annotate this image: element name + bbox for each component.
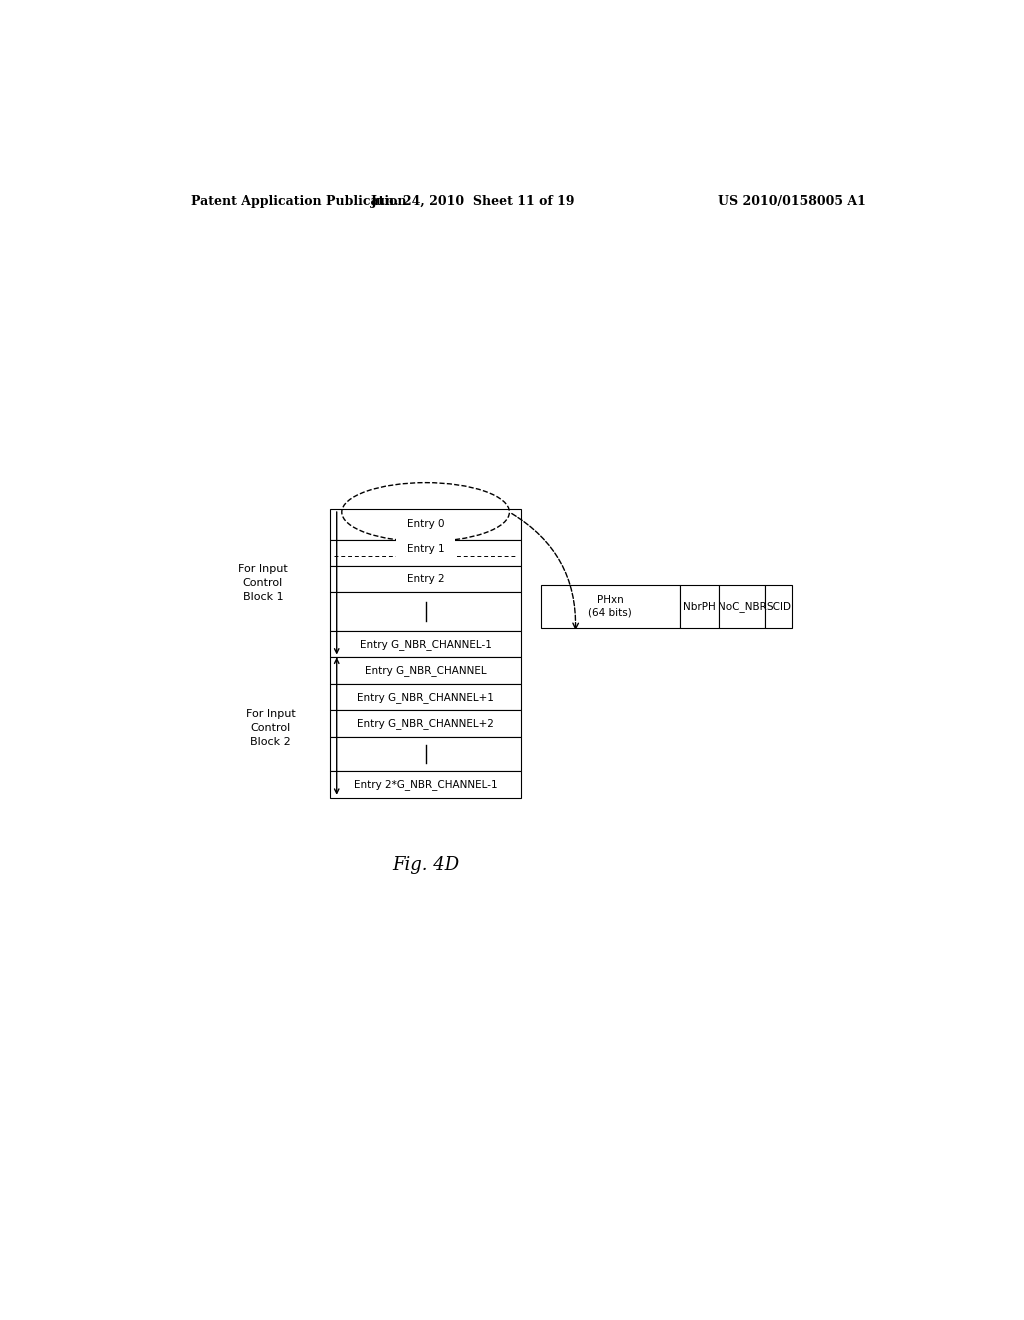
Bar xyxy=(331,593,521,631)
Bar xyxy=(331,771,521,797)
Text: Fig. 4D: Fig. 4D xyxy=(392,855,459,874)
Text: Entry G_NBR_CHANNEL: Entry G_NBR_CHANNEL xyxy=(365,665,486,676)
Text: NbrPH: NbrPH xyxy=(683,602,716,611)
Bar xyxy=(765,585,793,628)
Text: Patent Application Publication: Patent Application Publication xyxy=(191,194,407,207)
Bar xyxy=(331,737,521,771)
Bar xyxy=(331,566,521,593)
Text: SCID: SCID xyxy=(766,602,792,611)
Bar xyxy=(331,657,521,684)
Text: Jun. 24, 2010  Sheet 11 of 19: Jun. 24, 2010 Sheet 11 of 19 xyxy=(371,194,575,207)
Text: PHxn
(64 bits): PHxn (64 bits) xyxy=(588,595,632,618)
Text: Entry G_NBR_CHANNEL+2: Entry G_NBR_CHANNEL+2 xyxy=(357,718,494,729)
Text: Entry 2*G_NBR_CHANNEL-1: Entry 2*G_NBR_CHANNEL-1 xyxy=(353,779,498,789)
Text: Entry G_NBR_CHANNEL+1: Entry G_NBR_CHANNEL+1 xyxy=(357,692,494,702)
Bar xyxy=(719,585,765,628)
Bar xyxy=(331,631,521,657)
Bar xyxy=(541,585,680,628)
Text: For Input
Control
Block 2: For Input Control Block 2 xyxy=(246,709,296,747)
FancyArrowPatch shape xyxy=(512,513,579,628)
Text: Entry 1: Entry 1 xyxy=(407,544,444,553)
Bar xyxy=(331,540,521,566)
Text: Entry G_NBR_CHANNEL-1: Entry G_NBR_CHANNEL-1 xyxy=(359,639,492,649)
Text: NoC_NBR: NoC_NBR xyxy=(718,601,767,612)
Bar xyxy=(331,684,521,710)
Bar xyxy=(680,585,719,628)
Text: Entry 0: Entry 0 xyxy=(407,519,444,529)
Text: US 2010/0158005 A1: US 2010/0158005 A1 xyxy=(718,194,866,207)
Bar xyxy=(331,510,521,540)
Text: For Input
Control
Block 1: For Input Control Block 1 xyxy=(238,564,288,602)
Bar xyxy=(331,710,521,737)
Text: Entry 2: Entry 2 xyxy=(407,574,444,585)
